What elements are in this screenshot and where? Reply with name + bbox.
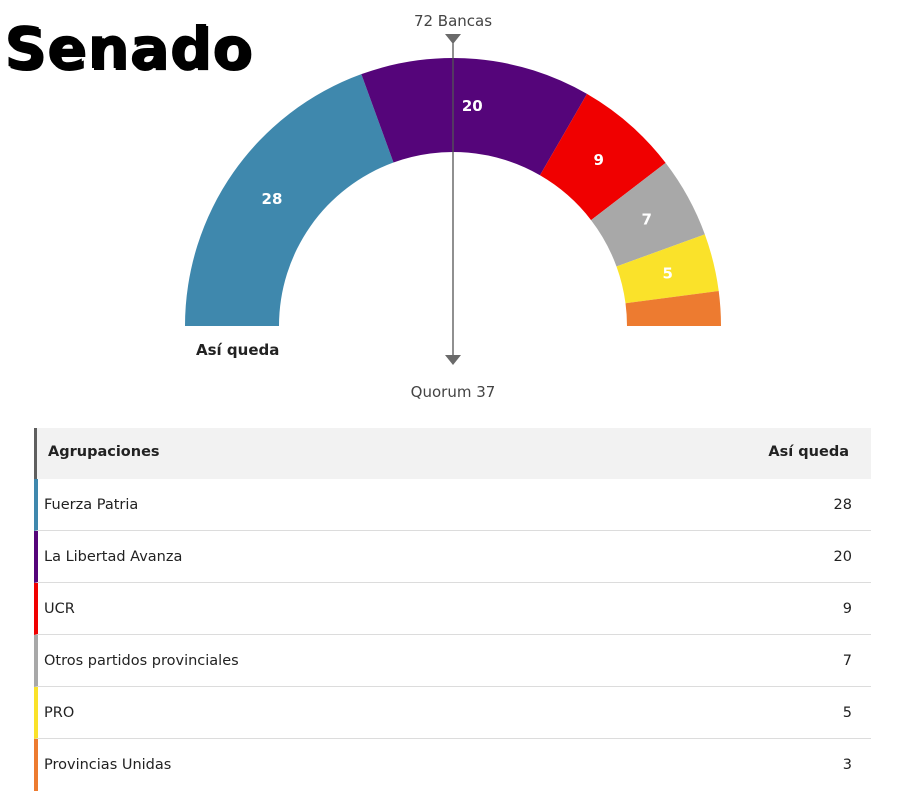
table-row: PRO 5: [34, 687, 871, 739]
chart-segments: [185, 57, 721, 326]
table-row: Fuerza Patria 28: [34, 479, 871, 531]
row-seat-count: 9: [842, 601, 852, 617]
segment-label-5: 5: [662, 264, 672, 282]
table-row: Provincias Unidas 3: [34, 739, 871, 791]
row-seat-count: 3: [842, 757, 852, 773]
row-party-name: PRO: [44, 705, 75, 721]
total-seats-label: 72 Bancas: [414, 12, 492, 30]
segment-1: [185, 74, 394, 326]
header-groups: Agrupaciones: [48, 444, 160, 460]
table-row: La Libertad Avanza 20: [34, 531, 871, 583]
row-party-name: Provincias Unidas: [44, 757, 172, 773]
chart-caption: Así queda: [196, 341, 279, 359]
bottom-arrow-icon: [445, 355, 461, 365]
row-party-name: Fuerza Patria: [44, 497, 139, 513]
segment-label-4: 7: [642, 211, 652, 229]
results-table: Agrupaciones Así queda Fuerza Patria 28 …: [34, 428, 871, 791]
row-party-name: UCR: [44, 601, 75, 617]
top-arrow-icon: [445, 34, 461, 44]
row-seat-count: 5: [842, 705, 852, 721]
quorum-label: Quorum 37: [411, 383, 496, 401]
row-party-name: Otros partidos provinciales: [44, 653, 239, 669]
parliament-chart: 28 20 9 7 5 72 Bancas Quorum 37 Así queda: [185, 12, 721, 401]
segment-5: [616, 234, 719, 304]
segment-label-2: 20: [462, 97, 483, 115]
segment-label-1: 28: [262, 190, 283, 208]
segment-6: [625, 291, 721, 326]
table-row: UCR 9: [34, 583, 871, 635]
row-seat-count: 20: [833, 549, 852, 565]
segment-2: [361, 57, 587, 176]
segment-3: [540, 93, 666, 221]
segment-label-3: 9: [593, 151, 603, 169]
row-seat-count: 28: [833, 497, 852, 513]
chart-segment-labels: 28 20 9 7 5: [262, 97, 673, 283]
header-result: Así queda: [768, 444, 849, 460]
table-row: Otros partidos provinciales 7: [34, 635, 871, 687]
table-header: Agrupaciones Así queda: [34, 428, 871, 479]
row-party-name: La Libertad Avanza: [44, 549, 183, 565]
segment-4: [591, 162, 705, 267]
row-seat-count: 7: [842, 653, 852, 669]
page-title: Senado: [4, 14, 253, 82]
